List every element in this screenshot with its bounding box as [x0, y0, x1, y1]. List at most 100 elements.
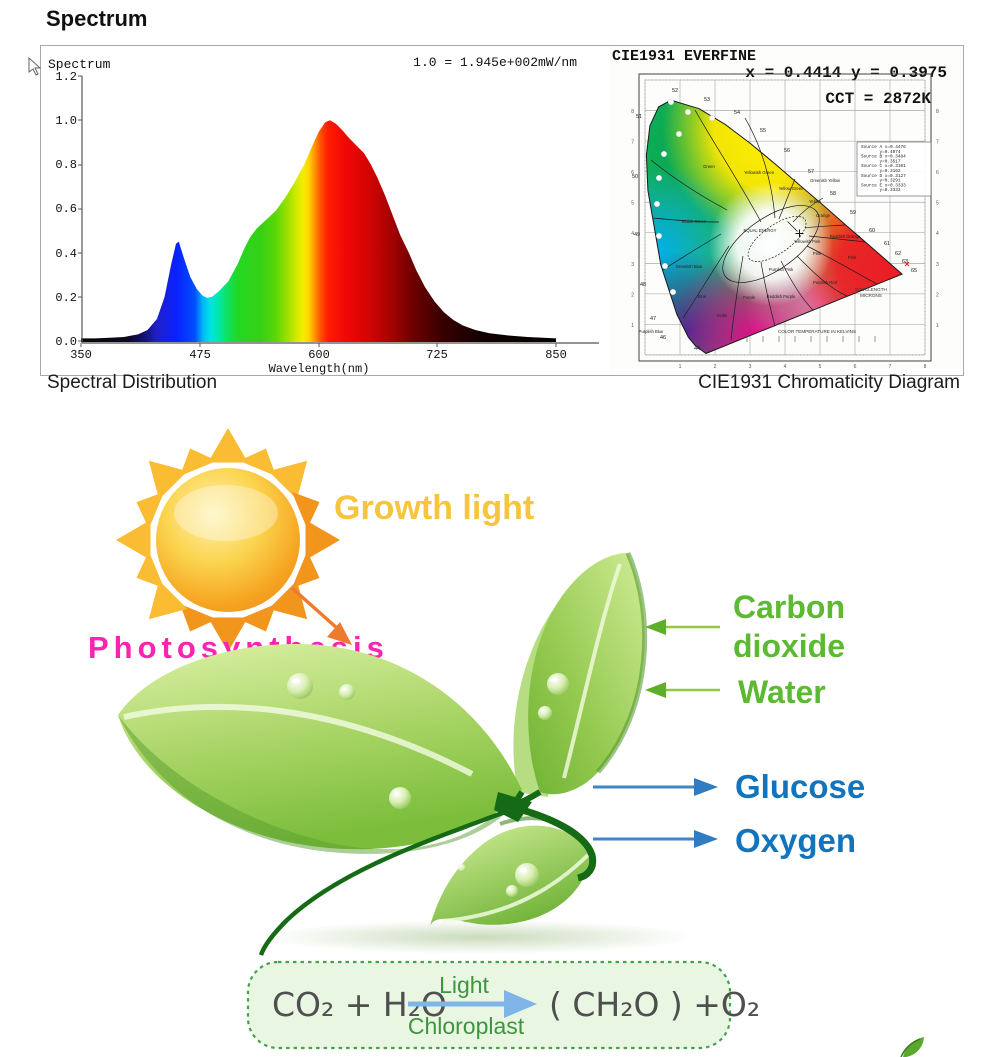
sun-gloss — [174, 485, 278, 541]
wavelength-microns-label-2: MICRONS — [860, 293, 882, 298]
glucose-label: Glucose — [735, 768, 865, 805]
axis-digit-right: 1 — [936, 323, 939, 329]
x-tick: 725 — [426, 348, 448, 362]
axis-digit-right: 6 — [936, 170, 939, 176]
y-tick: 0.6 — [55, 202, 77, 216]
equation-box: CO₂ + H₂O Light Chloroplast ( CH₂O ) +O₂ — [246, 960, 760, 1050]
sun-ray — [305, 520, 340, 560]
cie1931-diagram: CIE1931 EVERFINE x = 0.4414 y = 0.3975 C… — [609, 46, 963, 375]
sunlight-arrow — [290, 586, 352, 645]
region-label: Purplish Red — [813, 280, 838, 285]
legend-line: Source B x=0.3484 — [861, 155, 906, 160]
sun-ray — [208, 428, 248, 463]
top-leaf-vein — [562, 563, 622, 779]
sun-ray — [268, 580, 308, 620]
equation-above-arrow: Light — [439, 972, 489, 998]
colour-region-labels: Green Yellowish Green Yellow Green Greenish… — [639, 164, 861, 334]
sun-ray — [179, 448, 217, 477]
carbon-dioxide-label-line1: Carbon — [733, 589, 845, 625]
point-cross — [795, 229, 804, 238]
region-label: Yellowish Green — [744, 170, 775, 175]
water-droplets — [287, 673, 569, 897]
axis-digit-left: 7 — [631, 140, 634, 146]
wavelength-mark: 51 — [636, 114, 642, 120]
spectral-distribution-caption: Spectral Distribution — [47, 372, 218, 393]
y-axis-labels: 1.2 1.0 0.8 0.6 0.4 0.2 0.0 — [55, 70, 77, 349]
axis-digit-right: 7 — [936, 140, 939, 146]
region-label: Greenish Blue — [676, 264, 703, 269]
water-label: Water — [738, 674, 826, 710]
region-label: Greenish Yellow — [810, 178, 841, 183]
wavelength-mark: 57 — [808, 169, 814, 175]
axis-digit-left: 1 — [631, 323, 634, 329]
locus-wavelength-dots — [654, 99, 715, 295]
axis-digit-right: 4 — [936, 231, 939, 237]
locus-dot — [662, 262, 669, 269]
locus-dot — [684, 109, 691, 116]
wavelength-mark: 44 — [694, 346, 700, 352]
wavelength-mark: 56 — [784, 148, 790, 154]
region-label: Reddish Purple — [767, 294, 796, 299]
stem-junction — [494, 792, 532, 822]
wavelength-mark: 58 — [830, 191, 836, 197]
x-tick: 350 — [70, 348, 92, 362]
legend-line: y=0.3291 — [861, 179, 901, 184]
measured-chromaticity-point — [787, 221, 804, 238]
wavelength-mark: 50 — [632, 174, 638, 180]
cie-axis-digit-labels: 8 87 76 65 54 43 32 21 11 2 3 4 5 6 7 8 — [631, 109, 939, 370]
locus-dot — [656, 232, 663, 239]
sun-ball — [156, 468, 300, 612]
axis-digit-bottom: 5 — [819, 364, 822, 370]
legend-line: Source C x=0.3101 — [861, 164, 906, 169]
region-label: Pink — [813, 251, 822, 256]
x-tick: 475 — [189, 348, 211, 362]
y-tick: 0.4 — [55, 247, 77, 261]
sun-ray — [136, 491, 165, 529]
locus-dot — [708, 114, 715, 121]
x-axis-labels: 350 475 600 725 850 — [70, 348, 567, 362]
wavelength-mark: 60 — [869, 228, 875, 234]
growth-light-label: Growth light — [334, 489, 534, 527]
source-legend-box — [856, 141, 932, 197]
axis-digit-right: 5 — [936, 201, 939, 207]
cie-header: CIE1931 EVERFINE — [612, 48, 756, 65]
region-label: Green — [703, 164, 715, 169]
equation-arrow — [408, 990, 537, 1018]
small-leaf — [430, 825, 592, 926]
spectrum-scale-note: 1.0 = 1.945e+002mW/nm — [413, 55, 577, 70]
locus-dot — [656, 174, 663, 181]
sun-ray — [268, 460, 308, 500]
axis-digit-right: 8 — [936, 109, 939, 115]
wavelength-mark: 61 — [884, 241, 890, 247]
cie-xy-readout: x = 0.4414 y = 0.3975 — [745, 64, 947, 82]
axis-digit-bottom: 8 — [924, 364, 927, 370]
axis-tick-marks — [78, 75, 557, 347]
leaves-group — [118, 552, 648, 956]
ground-shadow — [265, 920, 695, 954]
region-label: Reddish Orange — [830, 234, 861, 239]
spectrum-curve — [81, 120, 556, 342]
big-leaf-vein — [123, 703, 474, 777]
sun-icon — [116, 428, 340, 652]
legend-line: Source A x=0.4476 — [861, 145, 906, 150]
region-label: Blue — [698, 294, 707, 299]
wavelength-mark: 53 — [704, 97, 710, 103]
legend-line: y=0.3162 — [861, 169, 901, 174]
locus-dot — [654, 200, 661, 207]
region-label: Yellow — [809, 199, 822, 204]
wavelength-mark: 65 — [911, 268, 917, 274]
kelvin-ticks — [746, 336, 876, 342]
locus-dot — [668, 99, 675, 106]
wavelength-mark: 55 — [760, 128, 766, 134]
y-tick: 0.2 — [55, 291, 77, 305]
carbon-dioxide-label-line2: dioxide — [733, 628, 845, 664]
top-leaf-edge — [596, 552, 648, 774]
axis-digit-left: 2 — [631, 292, 634, 298]
legend-line: y=0.4074 — [861, 150, 901, 155]
cursor-icon — [28, 57, 42, 76]
locus-dot — [675, 130, 682, 137]
wavelength-mark: 59 — [850, 210, 856, 216]
y-tick: 1.0 — [55, 114, 77, 128]
